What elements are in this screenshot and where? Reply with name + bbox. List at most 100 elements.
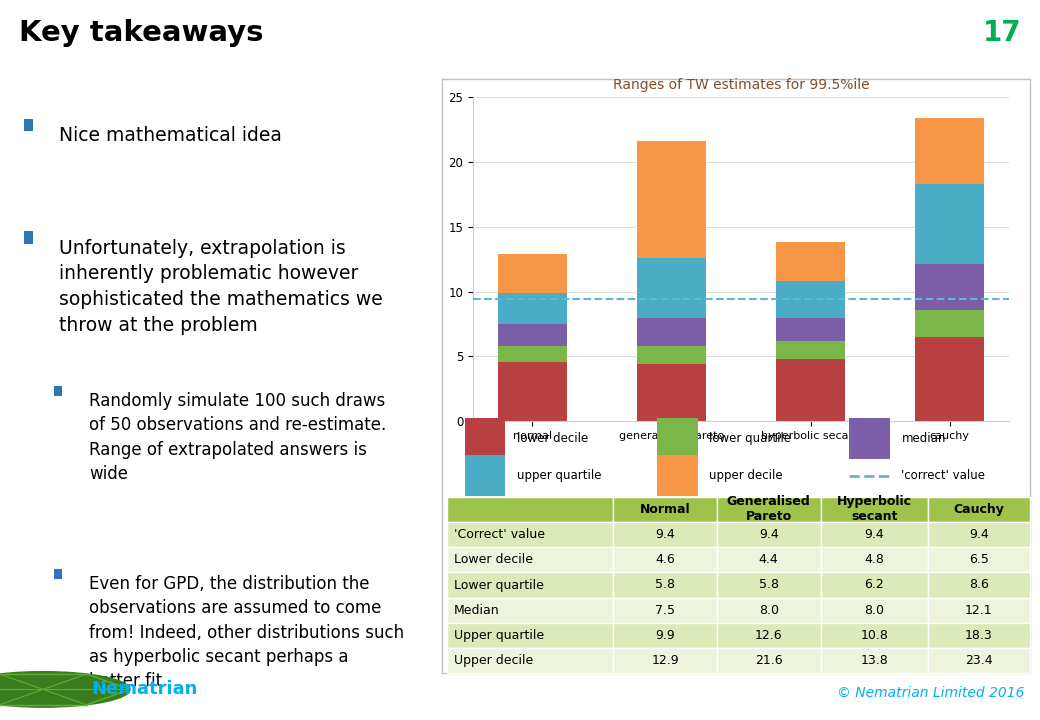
Bar — [447, 623, 614, 648]
Text: © Nematrian Limited 2016: © Nematrian Limited 2016 — [837, 686, 1024, 700]
Text: 12.6: 12.6 — [755, 629, 782, 642]
Text: 4.6: 4.6 — [655, 553, 675, 567]
Bar — [614, 623, 717, 648]
Bar — [614, 497, 717, 522]
Text: 6.2: 6.2 — [864, 578, 884, 592]
Bar — [614, 648, 717, 673]
Bar — [929, 522, 1030, 547]
Bar — [636, 364, 706, 421]
Bar — [24, 119, 33, 131]
Text: 9.4: 9.4 — [969, 528, 989, 541]
Text: upper decile: upper decile — [709, 469, 783, 482]
Bar — [929, 598, 1030, 623]
Bar — [821, 598, 929, 623]
Text: 4.8: 4.8 — [864, 553, 884, 567]
Bar — [447, 648, 614, 673]
Bar — [776, 243, 846, 282]
Text: Key takeaways: Key takeaways — [19, 19, 263, 47]
Bar — [657, 418, 698, 459]
Text: 10.8: 10.8 — [860, 629, 888, 642]
Bar — [447, 547, 614, 572]
Text: Nematrian: Nematrian — [92, 680, 198, 698]
Text: 17: 17 — [983, 19, 1021, 47]
Text: 5.8: 5.8 — [759, 578, 779, 592]
Bar — [915, 337, 985, 421]
Bar — [497, 346, 567, 361]
Bar — [849, 418, 890, 459]
Text: 9.4: 9.4 — [759, 528, 779, 541]
Bar — [636, 346, 706, 364]
Bar — [447, 572, 614, 598]
Bar — [821, 522, 929, 547]
Text: 9.4: 9.4 — [655, 528, 675, 541]
Bar — [614, 547, 717, 572]
Bar — [915, 118, 985, 184]
Text: Generalised
Pareto: Generalised Pareto — [727, 495, 810, 523]
Bar — [497, 361, 567, 421]
Text: Median: Median — [454, 603, 500, 617]
Bar — [821, 547, 929, 572]
Bar — [497, 324, 567, 346]
Text: Upper quartile: Upper quartile — [454, 629, 544, 642]
Text: 8.6: 8.6 — [969, 578, 989, 592]
Bar — [929, 623, 1030, 648]
Bar — [821, 623, 929, 648]
Text: 8.0: 8.0 — [759, 603, 779, 617]
Bar — [636, 141, 706, 258]
Text: 13.8: 13.8 — [860, 654, 888, 667]
Bar — [447, 522, 614, 547]
Bar — [929, 547, 1030, 572]
Bar — [614, 572, 717, 598]
Bar — [717, 598, 821, 623]
Text: Nice mathematical idea: Nice mathematical idea — [58, 127, 282, 145]
Text: Hyperbolic
secant: Hyperbolic secant — [837, 495, 912, 523]
Text: 'correct' value: 'correct' value — [902, 469, 986, 482]
Bar — [915, 310, 985, 337]
Bar — [24, 231, 33, 243]
Text: lower quartile: lower quartile — [709, 432, 791, 445]
Text: Cauchy: Cauchy — [954, 503, 1005, 516]
Bar — [776, 282, 846, 318]
Bar — [636, 318, 706, 346]
Text: upper quartile: upper quartile — [517, 469, 601, 482]
Text: 4.4: 4.4 — [759, 553, 779, 567]
Text: 9.9: 9.9 — [655, 629, 675, 642]
Bar — [447, 598, 614, 623]
Text: 18.3: 18.3 — [965, 629, 993, 642]
Circle shape — [0, 672, 130, 707]
Title: Ranges of TW estimates for 99.5%ile: Ranges of TW estimates for 99.5%ile — [613, 78, 869, 92]
Bar — [717, 648, 821, 673]
Text: Lower quartile: Lower quartile — [454, 578, 544, 592]
Bar — [497, 293, 567, 324]
Bar — [497, 254, 567, 293]
Bar — [717, 572, 821, 598]
Text: 21.6: 21.6 — [755, 654, 782, 667]
Text: median: median — [902, 432, 945, 445]
Bar — [636, 258, 706, 318]
Bar — [821, 497, 929, 522]
Bar — [915, 264, 985, 310]
Text: Normal: Normal — [640, 503, 691, 516]
Bar — [465, 455, 505, 496]
Text: 12.9: 12.9 — [651, 654, 679, 667]
Bar — [614, 522, 717, 547]
Bar — [717, 547, 821, 572]
Text: 9.4: 9.4 — [864, 528, 884, 541]
Bar — [929, 497, 1030, 522]
Text: 12.1: 12.1 — [965, 603, 993, 617]
Text: 7.5: 7.5 — [655, 603, 675, 617]
Bar — [776, 359, 846, 421]
Bar — [821, 572, 929, 598]
Text: 8.0: 8.0 — [864, 603, 884, 617]
Text: 23.4: 23.4 — [965, 654, 993, 667]
Bar — [776, 341, 846, 359]
Bar — [821, 648, 929, 673]
Bar — [54, 570, 61, 579]
Bar — [447, 497, 614, 522]
Bar — [776, 318, 846, 341]
Text: 6.5: 6.5 — [969, 553, 989, 567]
Bar — [717, 522, 821, 547]
Text: Unfortunately, extrapolation is
inherently problematic however
sophisticated the: Unfortunately, extrapolation is inherent… — [58, 238, 383, 335]
Bar — [717, 623, 821, 648]
Bar — [657, 455, 698, 496]
